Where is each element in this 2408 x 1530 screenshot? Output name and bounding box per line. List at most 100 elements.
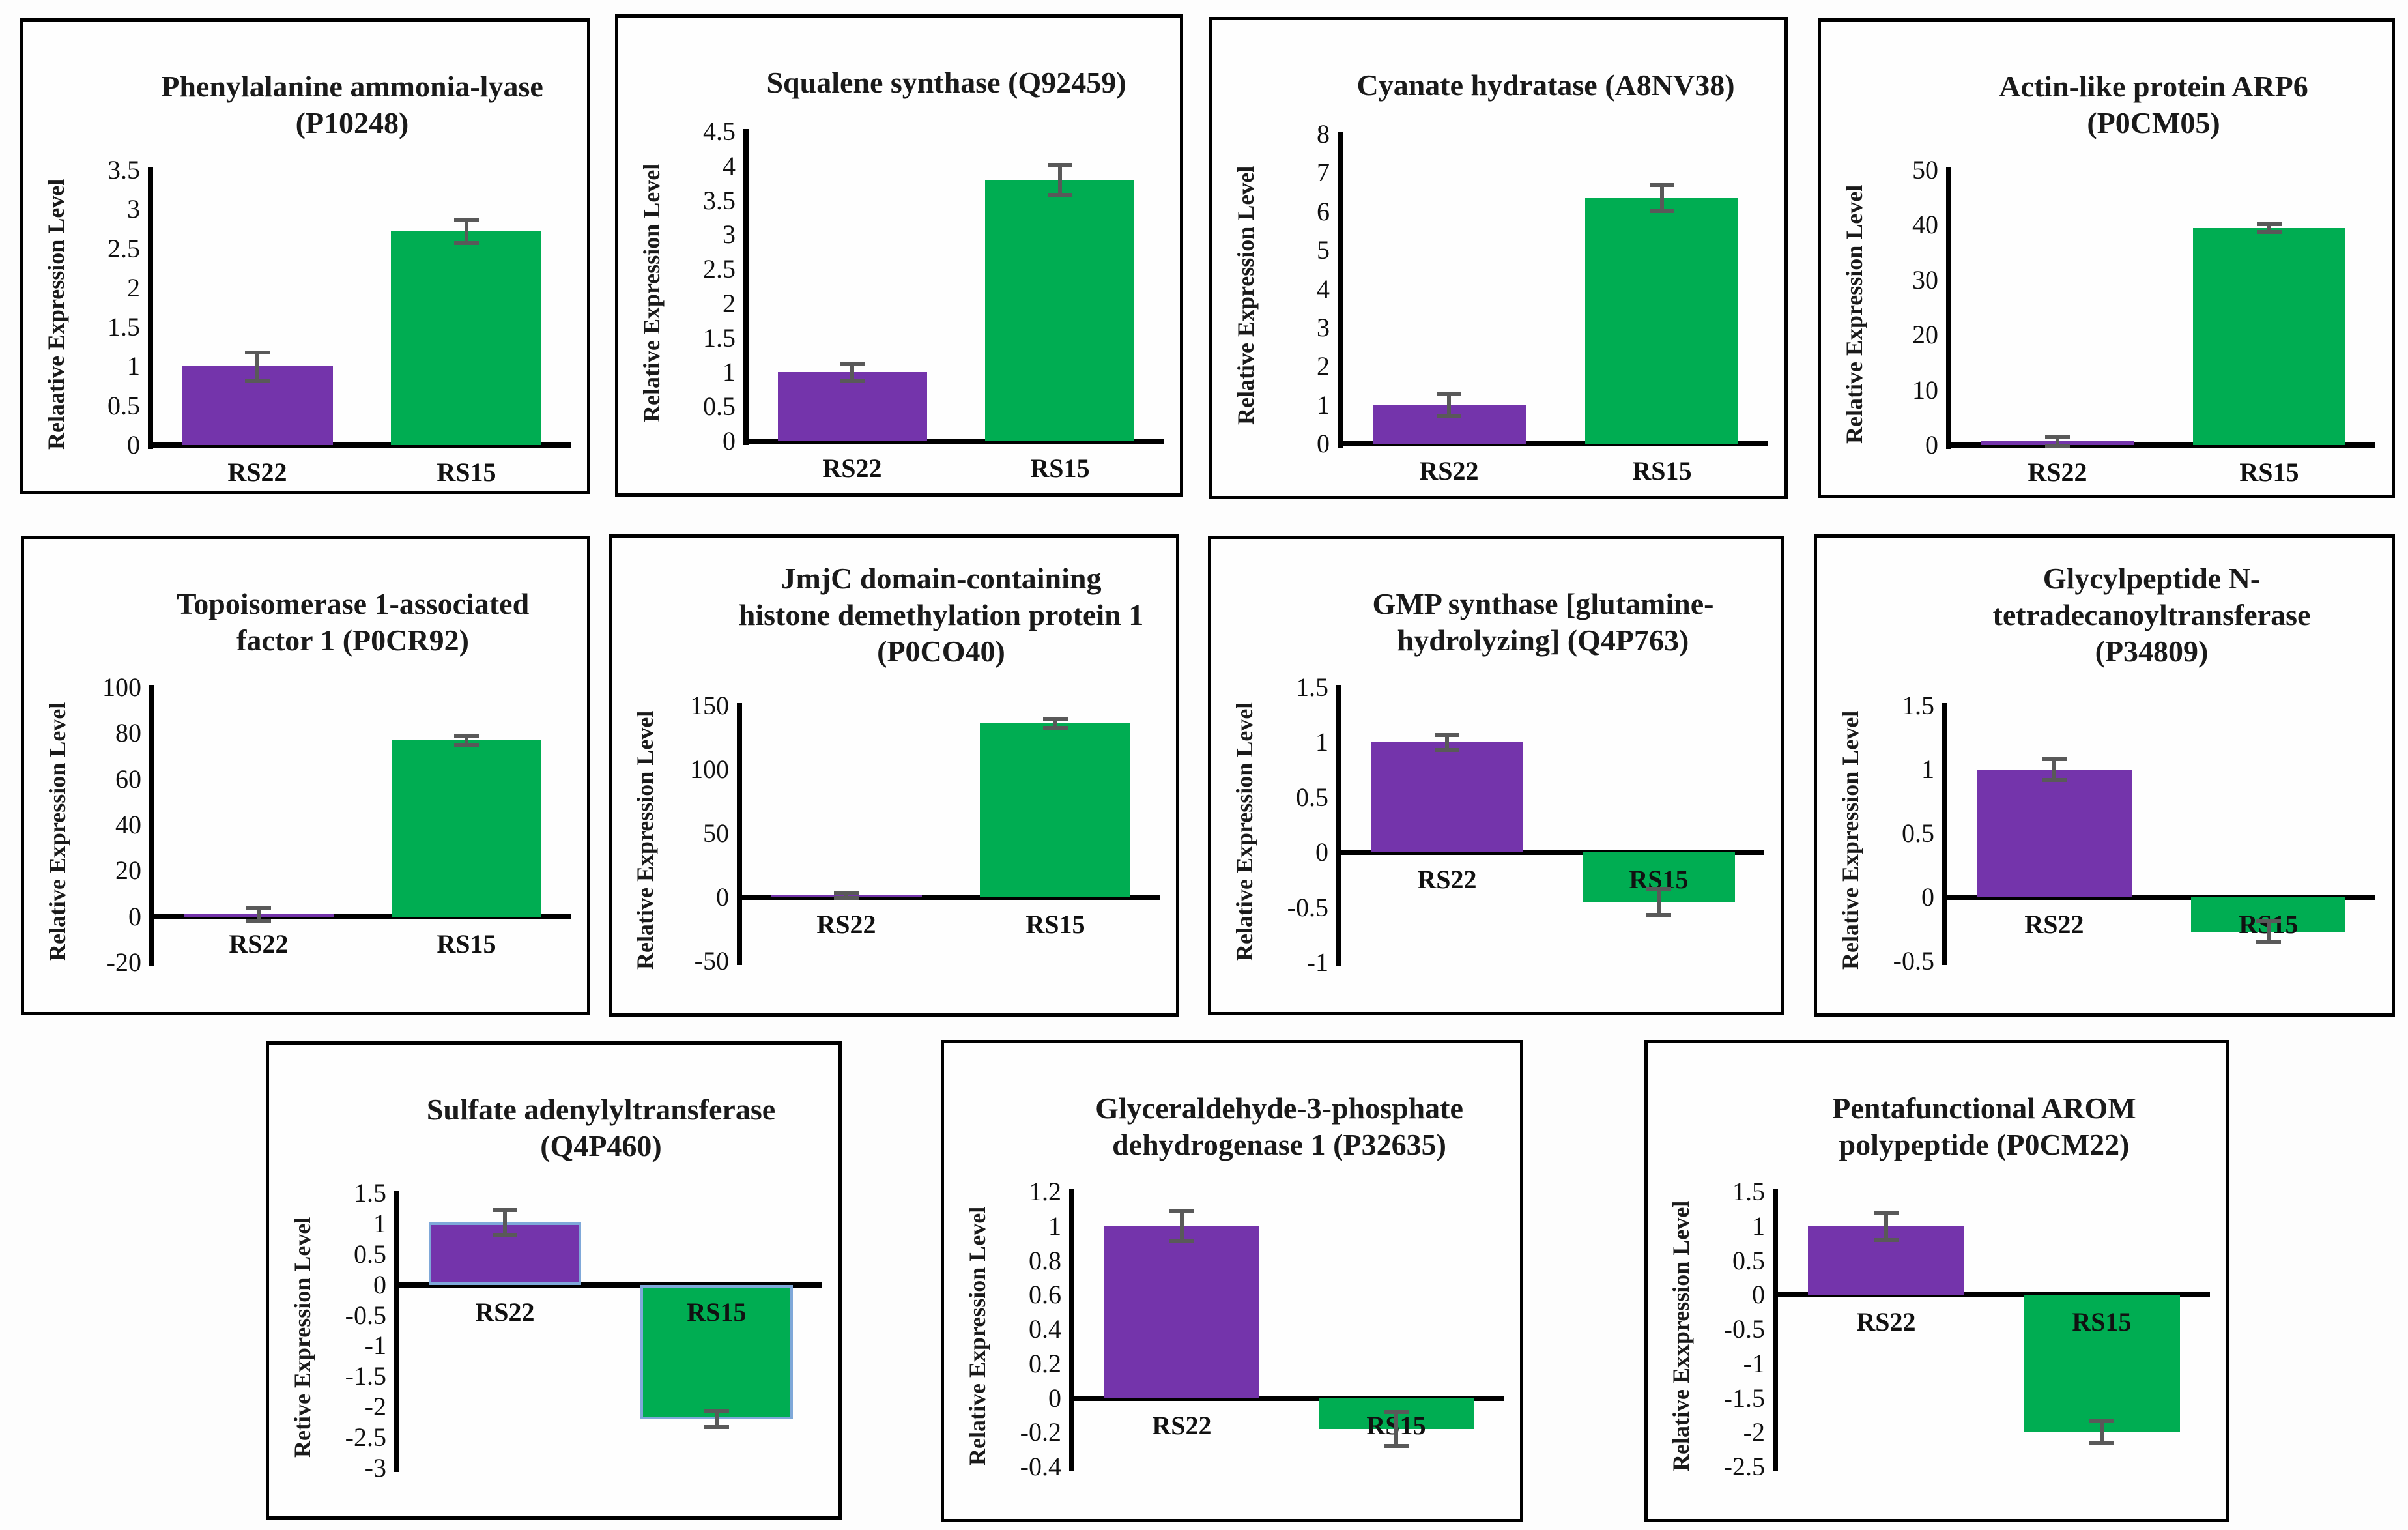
bar-rs15: [640, 1284, 793, 1419]
chart-card-c11: Pentafunctional AROM polypeptide (P0CM22)…: [1644, 1040, 2229, 1522]
y-axis-line: [743, 129, 749, 445]
chart-title-line: Phenylalanine ammonia-lyase: [161, 70, 543, 103]
error-bar-cap: [834, 895, 859, 900]
category-label-rs22: RS22: [1856, 1307, 1916, 1337]
y-tick-label: 3: [723, 220, 736, 250]
error-bar-cap: [1042, 726, 1068, 730]
error-bar-cap: [454, 742, 480, 747]
y-tick-label: 0: [1048, 1383, 1061, 1413]
y-axis-line: [1946, 167, 1951, 449]
y-tick-label: -2.5: [1723, 1452, 1765, 1481]
x-axis-line: [1946, 442, 2375, 448]
y-tick-label: 0.6: [1029, 1280, 1061, 1310]
error-bar-cap: [834, 891, 859, 895]
error-bar: [256, 907, 261, 921]
chart-title: Glyceraldehyde-3-phosphate dehydrogenase …: [1035, 1090, 1523, 1163]
chart-card-c9: Sulfate adenylyltransferase (Q4P460) Retiv…: [266, 1041, 842, 1520]
y-axis-line: [149, 685, 154, 966]
y-tick-label: -0.5: [1893, 946, 1934, 975]
chart-title-line: GMP synthase [glutamine-: [1372, 587, 1714, 620]
error-bar-cap: [704, 1425, 729, 1430]
y-tick-label: -1.5: [345, 1361, 386, 1391]
y-tick-label: 50: [1912, 155, 1938, 184]
y-tick-label: 30: [1912, 265, 1938, 295]
y-axis-line: [1942, 703, 1947, 965]
error-bar-cap: [245, 379, 270, 383]
y-tick-label: 1: [1315, 727, 1328, 757]
y-tick-label: 0: [723, 426, 736, 455]
chart-title: Glycylpeptide N-tetradecanoyltransferase…: [1908, 560, 2395, 670]
y-tick-label: 0.5: [1732, 1245, 1765, 1275]
y-tick-label: 0: [1752, 1280, 1765, 1310]
error-bar: [465, 735, 469, 745]
y-tick-label: 0: [373, 1269, 386, 1299]
y-axis-line: [1338, 132, 1343, 448]
chart-title-line: JmjC domain-containing: [781, 562, 1102, 595]
error-bar: [1884, 1212, 1888, 1240]
error-bar: [2266, 921, 2271, 942]
error-bar: [1053, 719, 1057, 729]
y-tick-label: 20: [115, 856, 141, 886]
y-tick-label: 0: [1921, 882, 1934, 912]
bar-rs22: [1104, 1226, 1259, 1398]
error-bar-cap: [704, 1409, 729, 1413]
error-bar-cap: [493, 1232, 518, 1237]
y-tick-label: 100: [102, 672, 141, 702]
chart-title-line: histone demethylation protein 1: [738, 598, 1144, 631]
error-bar-cap: [2257, 222, 2282, 226]
chart-title-line: dehydrogenase 1 (P32635): [1112, 1128, 1446, 1161]
category-label-rs22: RS22: [2024, 910, 2084, 939]
y-tick-label: 0: [1925, 430, 1938, 459]
y-tick-label: 10: [1912, 375, 1938, 405]
y-tick-label: 2: [723, 288, 736, 318]
chart-card-c8: Glycylpeptide N-tetradecanoyltransferase…: [1814, 534, 2395, 1017]
chart-card-c7: GMP synthase [glutamine-hydrolyzing] (Q4…: [1208, 536, 1784, 1015]
bar-rs22: [1977, 770, 2132, 897]
chart-title-line: (P10248): [295, 106, 409, 139]
y-tick-label: 80: [115, 718, 141, 748]
chart-title: Actin-like protein ARP6 (P0CM05): [1912, 68, 2395, 141]
y-tick-label: 4.5: [703, 117, 736, 146]
error-bar-cap: [1873, 1237, 1899, 1242]
x-axis-line: [743, 439, 1164, 444]
chart-title-line: (P34809): [2095, 635, 2209, 668]
chart-title-line: Glycylpeptide N-: [2042, 562, 2261, 595]
category-label-rs22: RS22: [1419, 456, 1479, 485]
error-bar-cap: [1042, 717, 1068, 721]
category-label-rs15: RS15: [1025, 910, 1085, 939]
y-tick-label: 1.5: [1732, 1177, 1765, 1206]
y-tick-label: 4: [1317, 274, 1330, 304]
error-bar-cap: [840, 361, 865, 366]
y-tick-label: 0: [127, 430, 140, 459]
error-bar: [1656, 888, 1661, 916]
chart-title: GMP synthase [glutamine-hydrolyzing] (Q4…: [1302, 586, 1784, 659]
y-tick-label: 6: [1317, 196, 1330, 226]
error-bar: [850, 363, 855, 382]
error-bar-cap: [2042, 777, 2067, 782]
chart-title: Phenylalanine ammonia-lyase (P10248): [114, 68, 590, 141]
chart-title-line: tetradecanoyltransferase: [1992, 598, 2311, 631]
error-bar-cap: [2044, 435, 2070, 439]
error-bar: [1445, 734, 1450, 751]
chart-title-line: Topoisomerase 1-associated: [176, 587, 530, 620]
bar-rs15: [1585, 197, 1738, 444]
y-tick-label: 0: [716, 882, 729, 912]
x-axis-line: [149, 914, 571, 919]
y-tick-label: 2: [127, 272, 140, 302]
bar-rs15: [392, 740, 541, 917]
error-bar: [1394, 1411, 1399, 1447]
error-bar-cap: [840, 379, 865, 384]
bar-rs15: [2024, 1295, 2180, 1433]
y-tick-label: -1: [1743, 1348, 1765, 1378]
bar-rs15: [2193, 227, 2345, 445]
category-label-rs15: RS15: [2239, 457, 2299, 487]
y-tick-label: 0: [1317, 429, 1330, 458]
bar-rs22: [1371, 742, 1523, 853]
error-bar-cap: [1047, 162, 1072, 167]
error-bar-cap: [1646, 886, 1671, 891]
y-axis-label: Relative Expression Level: [1231, 702, 1257, 961]
error-bar-cap: [1437, 414, 1462, 419]
chart-card-c6: JmjC domain-containing histone demethylat…: [609, 534, 1179, 1017]
error-bar-cap: [1873, 1210, 1899, 1215]
category-label-rs22: RS22: [2028, 457, 2087, 487]
